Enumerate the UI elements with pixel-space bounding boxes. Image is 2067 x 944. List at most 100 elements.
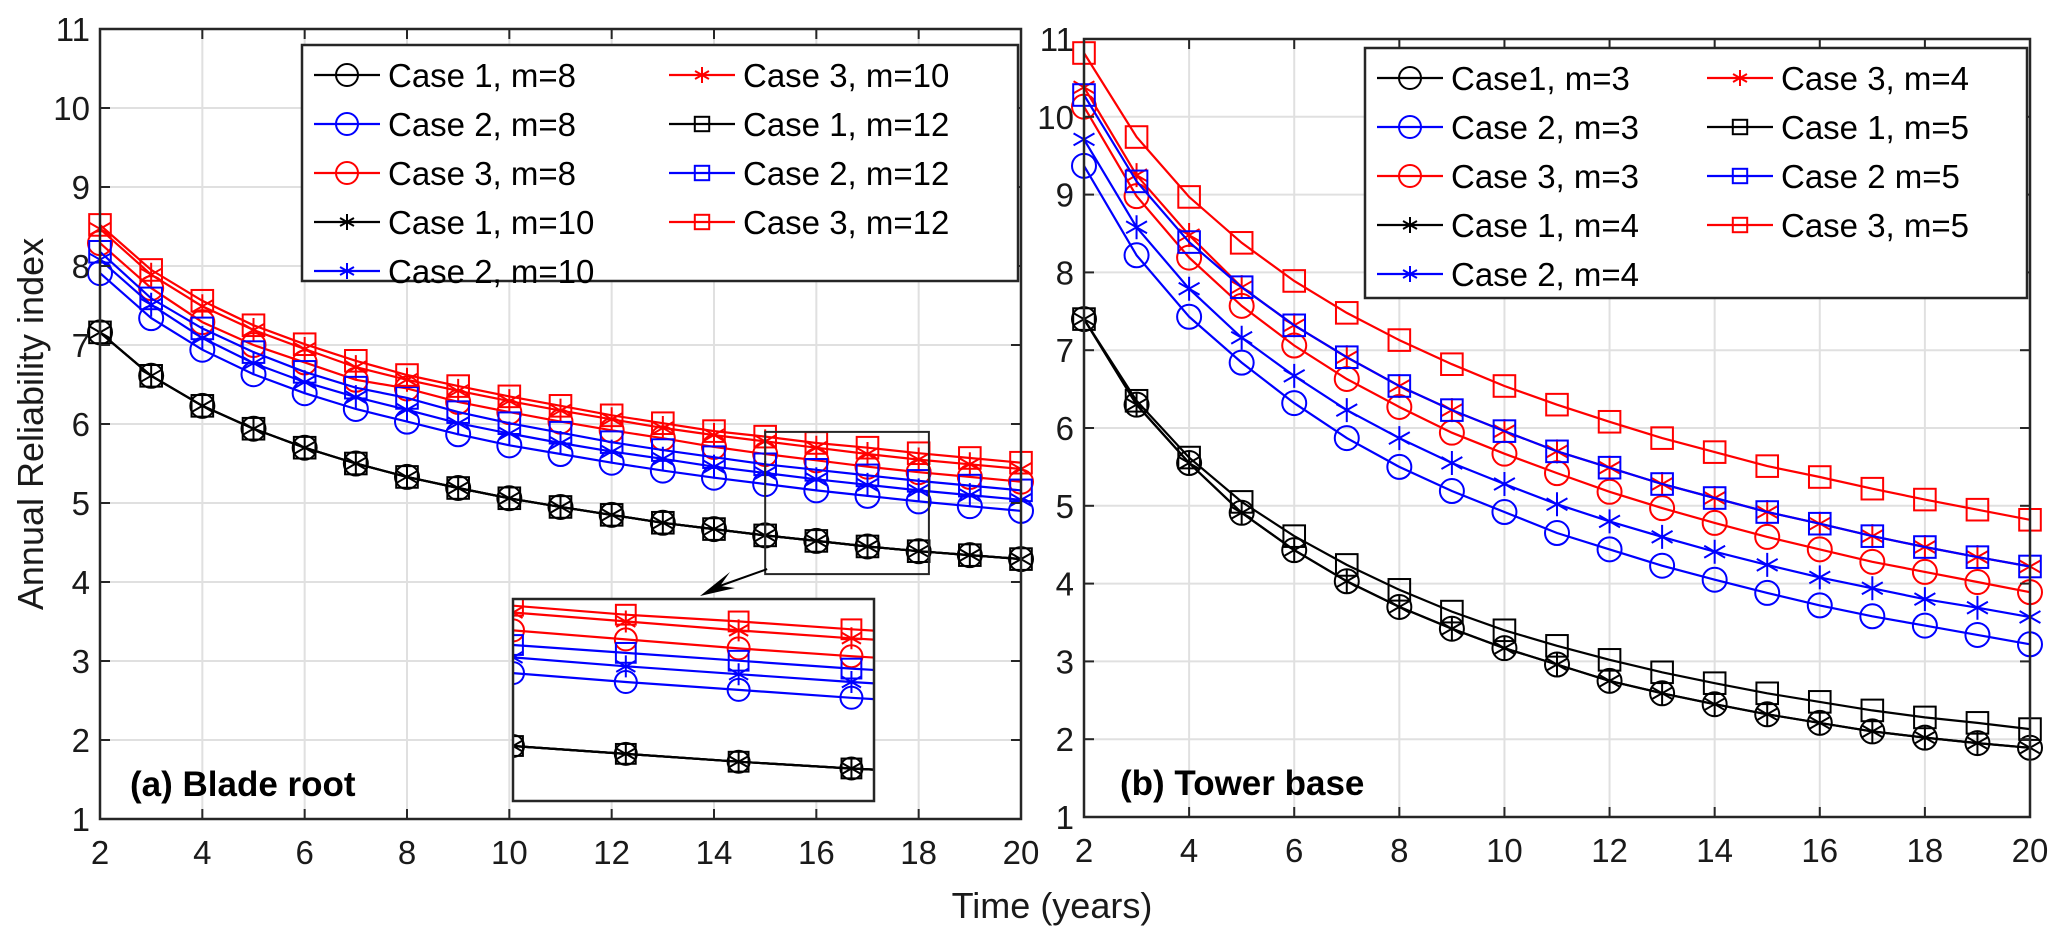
panel-a-data-point-square: [599, 503, 624, 527]
inset-border: [511, 597, 876, 803]
panel-a-data-point-square: [446, 400, 470, 424]
y-tick-label: 9: [72, 169, 90, 206]
panel-b-data-point-circle: [1176, 303, 1203, 330]
panel-a-data-point-star: [242, 317, 265, 342]
x-tick-label: 16: [1801, 832, 1838, 869]
panel-b-data-point-square: [1702, 440, 1727, 464]
x-tick-label: 14: [696, 834, 733, 871]
x-tick-label: 20: [1003, 834, 1040, 871]
y-tick-label: 7: [1056, 332, 1074, 369]
legend-item: Case 3, m=3: [1377, 158, 1639, 195]
panel-b-data-point-circle: [1964, 621, 1991, 648]
panel-b-data-point-circle: [1649, 552, 1676, 579]
panel-a-data-point-star: [396, 397, 418, 422]
legend-item: Case 1, m=12: [669, 106, 949, 143]
panel-b-data-point-star: [1913, 725, 1936, 750]
panel-b-data-point-square: [1755, 681, 1780, 706]
panel-b-series-2: [1071, 152, 2043, 658]
panel-b-data-point-star: [1808, 565, 1831, 590]
panel-b-data-point-square: [1755, 500, 1780, 524]
panel-b-data-point-circle: [1911, 612, 1938, 639]
legend-item: Case 2 m=5: [1707, 158, 1960, 195]
legend-item: Case 2, m=12: [669, 155, 949, 192]
legend-marker-circle: [1398, 66, 1422, 90]
panel-b-data-point-square: [1702, 486, 1727, 510]
panel-a-data-point-square: [190, 394, 215, 418]
panel-b-data-point-circle: [1123, 242, 1150, 269]
x-tick-label: 2: [91, 834, 109, 871]
panel-a-data-point-star: [293, 336, 316, 361]
panel-a-data-point-square: [190, 316, 215, 341]
panel-b-data-point-square: [1913, 535, 1937, 559]
legend-item: Case 1, m=10: [314, 204, 594, 241]
legend-label: Case 1, m=4: [1451, 207, 1639, 244]
panel-a-data-point-star: [907, 478, 930, 503]
x-tick-label: 18: [900, 834, 937, 871]
legend-label: Case 1, m=10: [388, 204, 594, 241]
panel-a-data-point-square: [804, 458, 829, 482]
legend-item: Case 1, m=4: [1377, 207, 1639, 244]
panel-b-data-point-circle: [1964, 569, 1991, 596]
legend-label: Case 2, m=3: [1451, 109, 1639, 146]
y-tick-label: 11: [56, 11, 90, 48]
legend-marker-star: [1402, 217, 1418, 233]
panel-b-data-point-square: [1334, 301, 1359, 325]
arrow-head-icon: [700, 572, 735, 596]
panel-a-data-point-square: [958, 446, 982, 470]
inset-series-line: [513, 629, 874, 659]
panel-a-series-line: [99, 224, 1022, 464]
panel-a-data-point-square: [395, 386, 419, 410]
x-tick-label: 2: [1075, 832, 1093, 869]
panel-a-data-point-square: [855, 534, 880, 559]
inset-data-point-square: [614, 742, 637, 765]
inset-data-point-square: [840, 657, 863, 680]
panel-a-data-point-star: [344, 385, 367, 410]
panel-a-data-point-square: [855, 463, 880, 488]
legend-marker-square: [1731, 167, 1749, 185]
panel-b-series-line: [1083, 318, 2031, 731]
y-tick-label: 3: [72, 643, 90, 680]
y-tick-label: 8: [72, 248, 90, 285]
panel-b-data-point-square: [1597, 409, 1622, 434]
panel-b-data-point-star: [1283, 363, 1306, 388]
y-tick-label: 2: [1056, 721, 1074, 758]
panel-a-data-point-square: [139, 258, 163, 282]
inset-series-line: [513, 604, 874, 632]
panel-b-data-point-square: [1124, 125, 1149, 149]
legend-box: [300, 43, 1020, 283]
legend-marker-circle: [335, 112, 359, 136]
legend-item: Case1, m=3: [1377, 60, 1630, 97]
panel-a-data-point-square: [446, 374, 470, 398]
panel-b-data-point-star: [1598, 668, 1621, 693]
panel-title: (b) Tower base: [1120, 764, 1364, 803]
panel-b-data-point-circle: [1859, 548, 1886, 575]
x-tick-label: 10: [1486, 832, 1523, 869]
inset-data-point-star: [513, 735, 524, 758]
inset-data-point-star: [513, 646, 524, 669]
x-tick-label: 12: [593, 834, 630, 871]
legend-marker-square: [1731, 216, 1749, 234]
panel-a-data-point-square: [190, 288, 215, 313]
panel-a-data-point-square: [548, 495, 573, 519]
panel-b-data-point-star: [1388, 594, 1411, 619]
y-tick-label: 7: [72, 327, 90, 364]
inset-series-line: [513, 671, 874, 701]
inset-series-5: [513, 646, 874, 694]
panel-b-data-point-star: [1966, 731, 1989, 756]
panel-b-data-point-square: [1545, 634, 1569, 658]
panel-a-data-point-square: [599, 430, 624, 454]
panel-a-data-point-star: [191, 294, 214, 319]
panel-b-data-point-square: [1177, 230, 1201, 254]
panel-b-data-point-square: [1229, 490, 1254, 514]
y-tick-label: 5: [72, 485, 90, 522]
x-tick-label: 18: [1907, 832, 1944, 869]
panel-a-data-point-star: [600, 439, 623, 464]
panel-b-data-point-star: [1178, 451, 1201, 476]
panel-b-data-point-square: [1282, 313, 1307, 338]
x-tick-label: 8: [1390, 832, 1408, 869]
legend-label: Case 3, m=3: [1451, 158, 1639, 195]
panel-a-data-point-square: [344, 375, 368, 400]
panel-b-data-point-circle: [1596, 478, 1623, 505]
panel-b-data-point-star: [1861, 719, 1884, 744]
